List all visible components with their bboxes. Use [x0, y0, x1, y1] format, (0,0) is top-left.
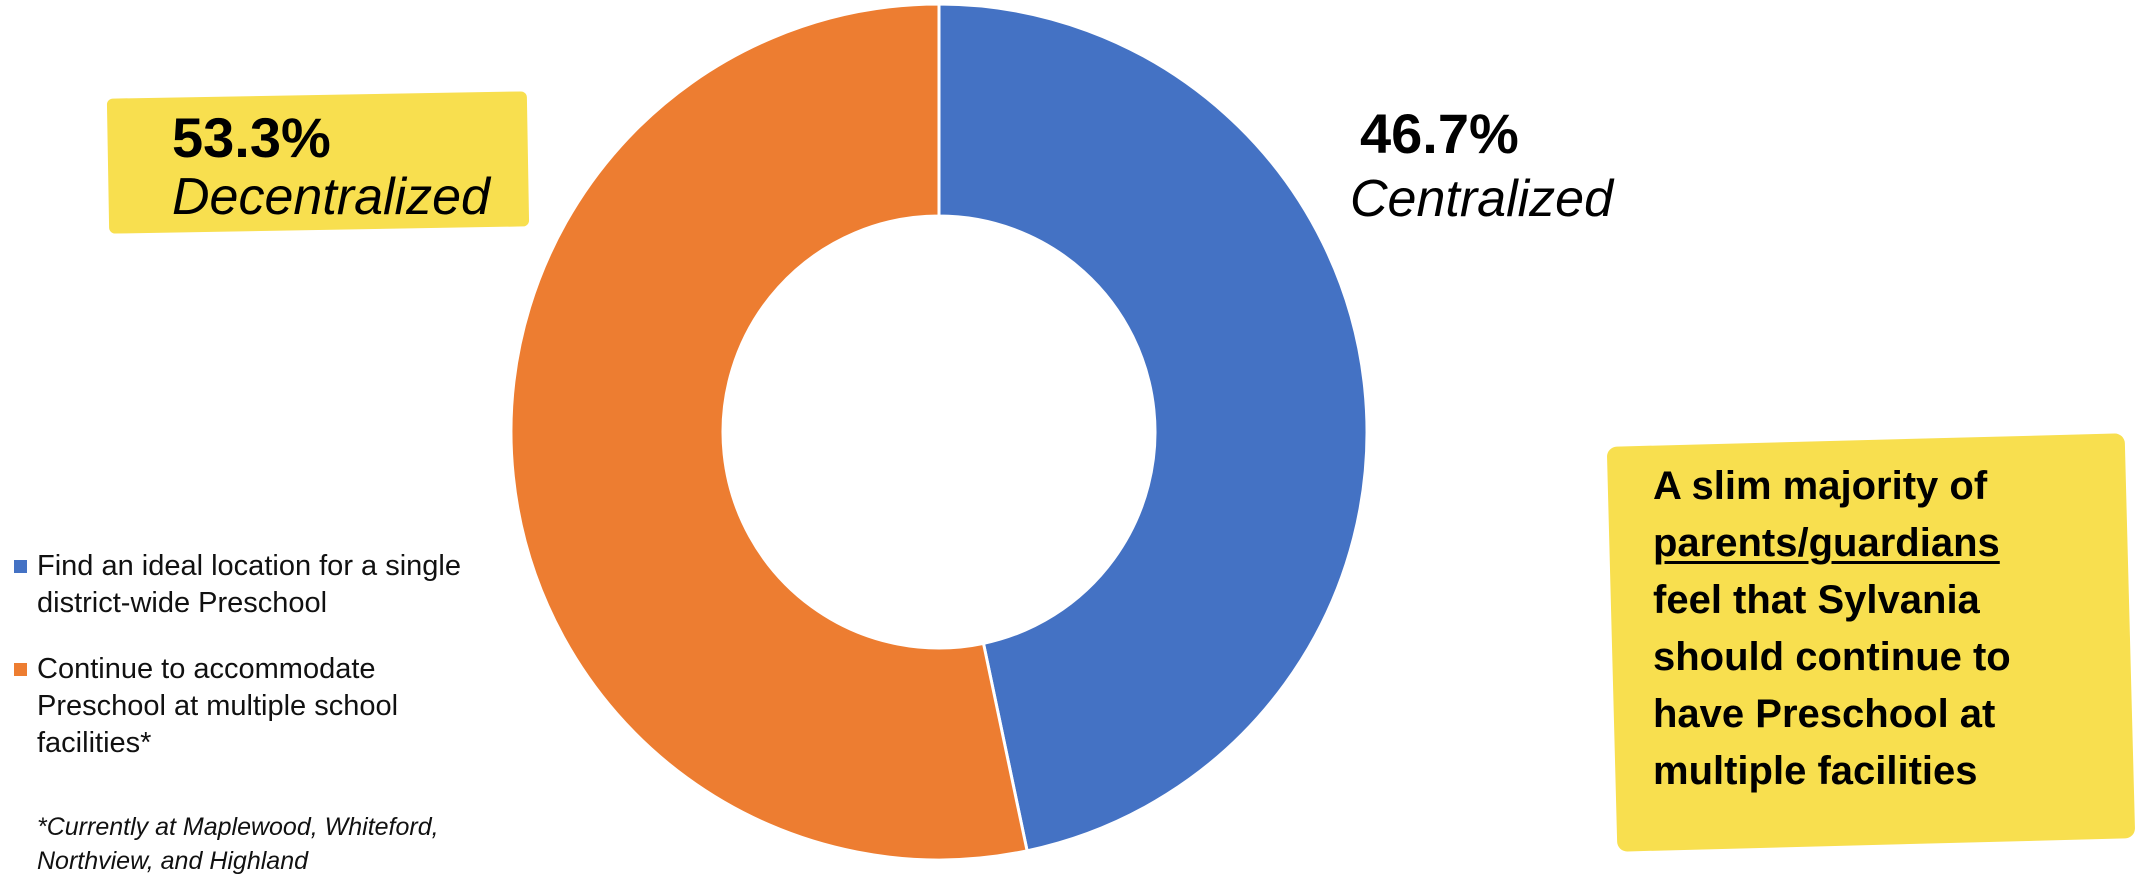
- decentralized-percent-label: 53.3%: [172, 106, 331, 169]
- donut-slice-decentralized: [509, 2, 1029, 862]
- decentralized-category-label: Decentralized: [172, 168, 490, 226]
- legend-swatch-decentralized: [14, 663, 27, 676]
- legend-item-decentralized: Continue to accommodate Preschool at mul…: [14, 651, 487, 762]
- takeaway-line-4: should continue to: [1653, 635, 2011, 679]
- takeaway-callout: A slim majority of parents/guardians fee…: [1653, 458, 2113, 800]
- takeaway-line-6: multiple facilities: [1653, 749, 1978, 793]
- legend-label-centralized: Find an ideal location for a single dist…: [37, 550, 461, 619]
- takeaway-underlined-text: parents/guardians: [1653, 521, 2000, 565]
- donut-slices: [509, 2, 1369, 862]
- chart-footnote: *Currently at Maplewood, Whiteford, Nort…: [37, 813, 439, 875]
- chart-legend: Find an ideal location for a single dist…: [14, 548, 487, 791]
- centralized-percent-label: 46.7%: [1360, 102, 1519, 165]
- legend-swatch-centralized: [14, 560, 27, 573]
- takeaway-line-3: feel that Sylvania: [1653, 578, 1980, 622]
- takeaway-line-5: have Preschool at: [1653, 692, 1996, 736]
- donut-slice-centralized: [937, 2, 1369, 853]
- legend-label-decentralized: Continue to accommodate Preschool at mul…: [37, 653, 399, 759]
- takeaway-line-1: A slim majority of: [1653, 464, 1988, 508]
- centralized-category-label: Centralized: [1350, 170, 1614, 228]
- legend-item-centralized: Find an ideal location for a single dist…: [14, 548, 487, 622]
- takeaway-line-2: parents/guardians: [1653, 515, 2113, 572]
